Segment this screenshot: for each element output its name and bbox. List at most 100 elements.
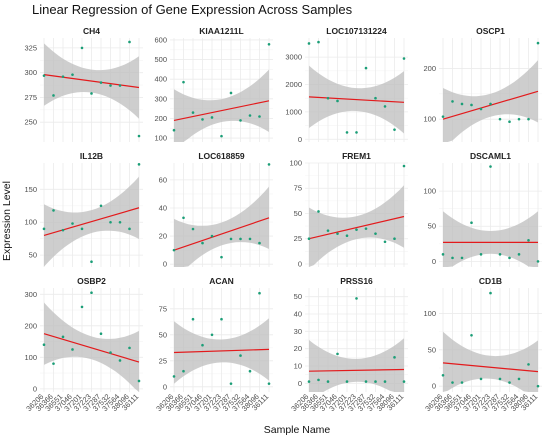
data-point [517,377,521,381]
data-point [393,356,396,359]
panel-title: ACAN [209,276,234,286]
facet-grid: CH4250275300325KIAA1211L1002003004005006… [24,26,542,413]
panel-acan: ACAN025507536206363663655137046372013722… [154,276,273,413]
regression-line [43,333,140,363]
panel-title: FREM1 [342,151,371,161]
data-point [364,380,368,383]
data-point [527,363,530,366]
y-tick-label: 200 [423,64,436,73]
data-point [536,41,540,45]
y-tick-label: 100 [423,187,436,196]
data-point [374,96,377,100]
y-tick-label: 0 [298,259,302,268]
y-tick-label: 50 [428,345,436,354]
panel-title: LOC618859 [198,151,245,161]
regression-line [173,100,270,122]
data-point [248,369,252,373]
data-point [137,134,141,138]
data-point [109,220,112,224]
y-tick-label: 100 [24,218,37,227]
data-point [498,377,502,381]
panel-loc107131224: LOC107131224 0 1000 2000 3000 [285,26,408,144]
data-point [172,128,176,132]
data-point [498,117,502,121]
data-point [336,352,339,356]
confidence-band [443,211,538,267]
data-point [317,40,320,44]
y-tick-label: 300 [24,290,37,299]
y-tick-label: 100 [423,115,436,124]
data-point [317,210,320,213]
data-point [99,332,103,335]
panel-ch4: CH4 250 275 300 325 [24,26,143,142]
regression-line [442,362,539,373]
data-point [307,237,311,241]
panel-cd1b: CD1B050100362063636636551370463720137223… [423,276,542,413]
data-point [345,380,349,383]
data-point [182,369,185,373]
data-point [479,107,483,111]
data-point [508,381,511,384]
y-tick-label: 50 [294,292,302,301]
y-tick-label: 50 [294,209,302,218]
data-point [109,84,112,87]
data-point [460,102,464,106]
y-tick-label: 50 [29,251,37,260]
y-tick-label: 75 [294,184,302,193]
y-tick-label: 75 [159,304,167,313]
data-point [345,234,349,237]
data-point [383,240,387,244]
y-tick-label: 300 [24,68,37,77]
data-point [267,382,271,385]
y-tick-label: 100 [423,309,436,318]
data-point [99,204,103,208]
regression-line [173,348,270,354]
data-point [508,256,511,260]
confidence-band [44,302,139,392]
data-point [326,96,330,100]
y-tick-label: 0 [163,382,167,391]
data-point [364,66,368,70]
data-point [90,92,93,95]
data-point [210,333,214,337]
confidence-band [174,69,269,142]
data-point [42,343,46,347]
data-point [307,380,311,383]
data-point [336,232,339,235]
y-tick-label: 20 [159,232,167,241]
data-point [61,335,65,339]
data-point [470,103,473,107]
data-point [239,119,242,122]
data-point [307,42,311,45]
data-point [229,91,233,95]
data-point [210,234,214,238]
confidence-band [443,60,538,142]
data-point [508,120,511,124]
data-point [137,379,141,383]
data-point [374,232,377,235]
data-point [109,351,112,354]
panel-dscaml1: DSCAML1 0 50 100 [423,151,542,267]
panel-osbp2: OSBP201002003003620636366365513704637201… [24,276,143,413]
regression-line [308,368,405,372]
data-point [258,241,261,245]
data-point [248,237,252,241]
data-point [210,116,214,119]
data-point [489,165,492,168]
data-point [172,375,176,378]
y-tick-label: 25 [159,356,167,365]
data-point [326,380,330,383]
data-point [80,227,84,231]
panel-kiaa1211l: KIAA1211L 100 200 300 400 500 600 [154,26,273,143]
data-point [402,164,406,168]
data-point [118,359,122,362]
y-tick-label: 2000 [285,80,302,89]
data-point [355,228,358,231]
data-point [267,163,271,166]
data-point [517,253,521,256]
data-point [441,115,445,118]
y-tick-label: 0 [298,379,302,388]
data-point [239,237,242,241]
panel-title: IL12B [80,151,103,161]
